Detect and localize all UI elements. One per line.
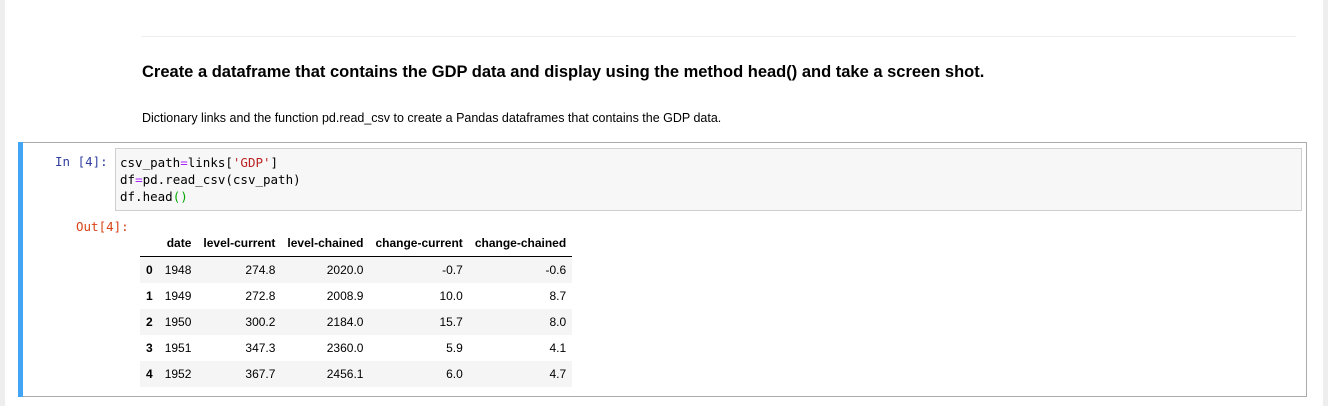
table-cell: 2360.0 <box>326 341 364 355</box>
table-cell: 4.1 <box>549 341 567 355</box>
table-header-row: date level-current level-chained change-… <box>140 230 573 257</box>
code-operator: = <box>180 155 188 170</box>
table-row: 2 1950 300.2 2184.0 15.7 8.0 <box>140 309 573 335</box>
code-operator: = <box>135 172 143 187</box>
code-token: pd.read_csv(csv_path) <box>142 172 301 187</box>
table-cell: 2184.0 <box>326 315 364 329</box>
code-editor[interactable]: csv_path=links['GDP'] df=pd.read_csv(csv… <box>115 148 1302 211</box>
table-cell: 2456.1 <box>326 367 364 381</box>
code-paren: () <box>172 189 188 204</box>
column-header: change-chained <box>468 230 573 257</box>
code-string: 'GDP' <box>232 155 271 170</box>
column-header: change-current <box>369 230 469 257</box>
table-cell: 4.7 <box>549 367 567 381</box>
markdown-heading: Create a dataframe that contains the GDP… <box>142 63 985 81</box>
row-index: 2 <box>146 315 153 329</box>
page-edge <box>1323 0 1328 406</box>
markdown-text: Dictionary links and the function pd.rea… <box>142 111 722 125</box>
code-line: df=pd.read_csv(csv_path) <box>120 171 1301 188</box>
selected-cell-indicator <box>18 142 23 397</box>
table-cell: 2008.9 <box>326 289 364 303</box>
code-token: ] <box>270 155 279 170</box>
table-row: 0 1948 274.8 2020.0 -0.7 -0.6 <box>140 256 573 283</box>
table-cell: 10.0 <box>439 289 463 303</box>
table-cell: -0.6 <box>545 263 567 277</box>
row-index: 4 <box>146 367 153 381</box>
table-cell: 300.2 <box>245 315 276 329</box>
row-index: 0 <box>146 263 153 277</box>
table-cell: 1951 <box>164 341 192 355</box>
row-index: 1 <box>146 289 153 303</box>
table-cell: 1950 <box>164 315 192 329</box>
code-token: csv_path <box>120 155 181 170</box>
table-cell: 6.0 <box>446 367 463 381</box>
table-cell: 15.7 <box>439 315 463 329</box>
cell-divider <box>141 36 1296 37</box>
table-cell: 8.7 <box>549 289 567 303</box>
table-cell: 367.7 <box>245 367 276 381</box>
table-row: 1 1949 272.8 2008.9 10.0 8.7 <box>140 283 572 309</box>
table-cell: 274.8 <box>245 263 276 277</box>
table-cell: 272.8 <box>245 289 276 303</box>
table-cell: 5.9 <box>446 341 463 355</box>
table-cell: 347.3 <box>245 341 276 355</box>
table-cell: 1952 <box>164 367 192 381</box>
code-line: df.head() <box>120 188 1301 205</box>
code-token: links[ <box>187 155 233 170</box>
table-cell: -0.7 <box>442 263 463 277</box>
column-header: level-current <box>197 230 282 257</box>
dataframe-table: date level-current level-chained change-… <box>140 230 573 387</box>
code-token: df.head <box>120 189 173 204</box>
code-line: csv_path=links['GDP'] <box>120 154 1301 171</box>
table-cell: 1948 <box>164 263 192 277</box>
table-cell: 8.0 <box>549 315 567 329</box>
index-header <box>140 230 159 257</box>
column-header: date <box>158 230 198 257</box>
table-row: 3 1951 347.3 2360.0 5.9 4.1 <box>140 335 572 361</box>
table-cell: 2020.0 <box>326 263 364 277</box>
table-cell: 1949 <box>164 289 192 303</box>
code-token: df <box>120 172 136 187</box>
row-index: 3 <box>146 341 153 355</box>
table-row: 4 1952 367.7 2456.1 6.0 4.7 <box>140 361 573 387</box>
input-prompt: In [4]: <box>55 154 108 169</box>
column-header: level-chained <box>281 230 370 257</box>
output-prompt: Out[4]: <box>76 219 129 234</box>
